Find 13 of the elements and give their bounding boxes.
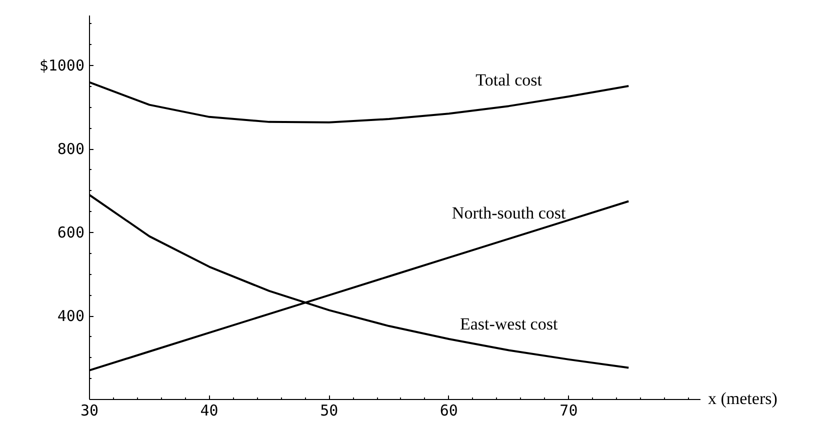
series-label: North-south cost [452,203,566,222]
x-tick-label: 30 [80,402,99,420]
x-axis-title: x (meters) [708,388,778,410]
y-tick-label: 400 [57,307,84,326]
x-tick-label: 50 [320,402,338,420]
x-tick-label: 70 [560,402,578,420]
y-tick-label: 600 [57,224,84,242]
x-tick-label: 60 [440,402,458,420]
series-label: East-west cost [460,314,558,334]
series-label: Total cost [476,70,542,90]
y-tick-label: 800 [57,140,84,158]
x-tick-label: 40 [200,402,218,420]
y-tick-label: $1000 [39,56,84,75]
